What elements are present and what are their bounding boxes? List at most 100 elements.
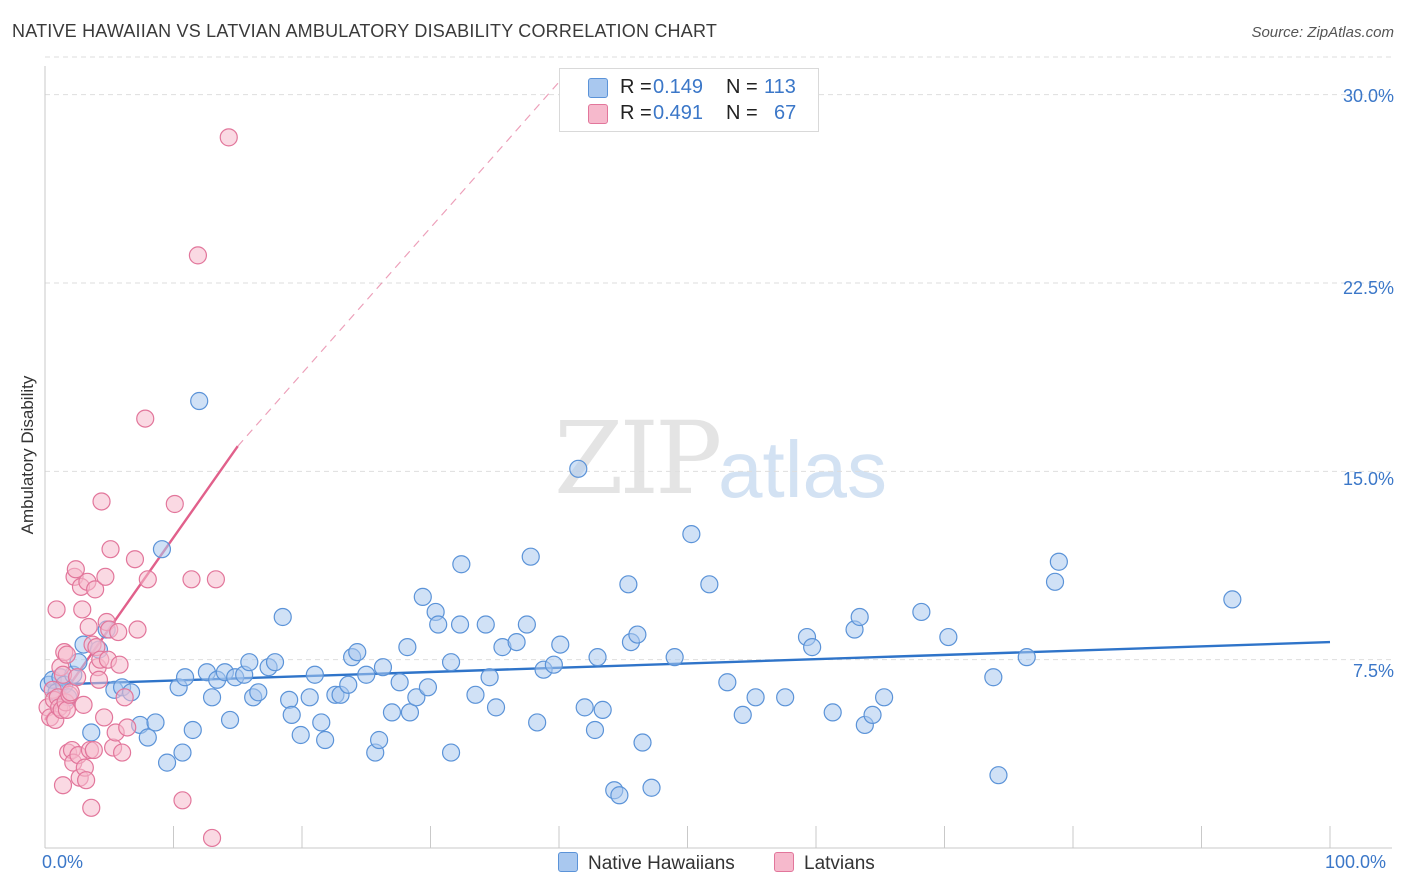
point-native-hawaiian	[152, 540, 172, 559]
point-latvian	[206, 570, 226, 589]
point-native-hawaiian	[718, 673, 737, 692]
point-native-hawaiian	[312, 713, 331, 732]
point-native-hawaiian	[746, 688, 765, 707]
legend-r-label: R =	[620, 102, 652, 124]
point-native-hawaiian	[733, 705, 752, 725]
legend-n-label: N =	[726, 102, 758, 124]
point-native-hawaiian	[939, 627, 958, 647]
point-latvian	[188, 246, 208, 265]
point-native-hawaiian	[316, 730, 335, 750]
legend-item-native-hawaiians[interactable]: Native Hawaiians	[558, 852, 735, 875]
point-latvian	[165, 494, 184, 514]
legend-swatch-blue	[588, 78, 608, 98]
source-label: Source: ZipAtlas.com	[1251, 24, 1394, 41]
point-latvian	[128, 620, 147, 639]
point-native-hawaiian	[665, 648, 684, 667]
trend-line-native-hawaiians	[44, 640, 1331, 686]
point-native-hawaiian	[700, 575, 719, 594]
legend-swatch-pink	[774, 852, 794, 872]
point-native-hawaiian	[273, 607, 292, 627]
point-native-hawaiian	[82, 723, 101, 742]
point-native-hawaiian	[173, 743, 192, 762]
legend-n-label: N =	[726, 76, 758, 98]
legend-label: Latvians	[804, 853, 875, 874]
chart-title: NATIVE HAWAIIAN VS LATVIAN AMBULATORY DI…	[12, 21, 718, 41]
point-native-hawaiian	[642, 778, 661, 797]
point-latvian	[84, 740, 103, 760]
point-latvian	[173, 791, 192, 810]
point-latvian	[202, 828, 222, 848]
point-native-hawaiian	[1045, 572, 1065, 591]
point-native-hawaiian	[348, 643, 367, 662]
point-native-hawaiian	[989, 766, 1008, 785]
point-native-hawaiian	[823, 703, 842, 722]
stats-legend: R = 0.149 N = 113 R = 0.491 N = 67	[559, 68, 819, 132]
point-native-hawaiian	[138, 728, 157, 747]
point-latvian	[125, 550, 145, 569]
point-native-hawaiian	[1223, 590, 1242, 609]
point-latvian	[219, 128, 238, 147]
point-native-hawaiian	[249, 683, 268, 702]
point-native-hawaiian	[850, 607, 869, 627]
point-native-hawaiian	[875, 688, 894, 707]
point-native-hawaiian	[190, 391, 209, 411]
point-latvian	[101, 540, 120, 559]
point-native-hawaiian	[418, 678, 438, 697]
legend-r-value: 0.491	[653, 102, 704, 124]
legend-swatch-pink	[588, 104, 608, 124]
point-latvian	[73, 600, 92, 619]
y-tick-label-15: 15.0%	[1342, 469, 1394, 489]
point-native-hawaiian	[146, 713, 165, 732]
point-native-hawaiian	[476, 615, 495, 634]
point-native-hawaiian	[429, 615, 448, 634]
y-tick-label-30: 30.0%	[1342, 86, 1394, 106]
point-latvian	[82, 798, 101, 817]
point-native-hawaiian	[282, 705, 301, 725]
point-native-hawaiian	[441, 653, 461, 672]
point-native-hawaiian	[220, 710, 240, 730]
point-native-hawaiian	[280, 690, 299, 709]
point-latvian	[57, 645, 76, 664]
point-native-hawaiian	[551, 635, 570, 654]
point-latvian	[77, 771, 96, 790]
watermark-zip: ZIP	[554, 400, 722, 517]
point-latvian	[115, 688, 134, 707]
trend-line-extension-latvians	[237, 81, 560, 447]
point-latvian	[118, 718, 137, 737]
point-native-hawaiian	[357, 665, 376, 684]
point-latvian	[68, 668, 87, 687]
point-native-hawaiian	[240, 653, 259, 672]
trend-lines	[44, 81, 1331, 721]
point-native-hawaiian	[183, 720, 202, 740]
point-latvian	[79, 617, 98, 637]
point-native-hawaiian	[265, 653, 285, 672]
legend-item-latvians[interactable]: Latvians	[774, 852, 875, 875]
point-native-hawaiian	[486, 698, 506, 717]
point-native-hawaiian	[628, 625, 647, 644]
point-native-hawaiian	[398, 638, 417, 657]
point-native-hawaiian	[413, 587, 432, 606]
point-native-hawaiian	[863, 705, 882, 725]
point-native-hawaiian	[450, 615, 470, 634]
legend-n-value: 113	[764, 76, 796, 98]
point-native-hawaiian	[588, 648, 607, 667]
point-native-hawaiian	[382, 703, 402, 722]
legend-n-value: 67	[774, 102, 797, 124]
watermark-atlas: atlas	[718, 425, 887, 514]
point-native-hawaiian	[400, 703, 420, 722]
point-native-hawaiian	[339, 675, 358, 694]
point-native-hawaiian	[528, 713, 547, 732]
point-native-hawaiian	[633, 733, 652, 752]
point-latvian	[89, 670, 109, 689]
point-latvian	[96, 567, 115, 586]
point-native-hawaiian	[305, 665, 324, 684]
legend-row-latvians: R = 0.491 N = 67	[560, 101, 818, 127]
point-latvian	[112, 743, 132, 762]
point-native-hawaiian	[441, 743, 461, 762]
point-native-hawaiian	[593, 700, 612, 719]
point-native-hawaiian	[1017, 648, 1036, 667]
legend-label: Native Hawaiians	[588, 853, 735, 874]
point-latvian	[74, 695, 93, 714]
point-native-hawaiian	[517, 615, 536, 634]
